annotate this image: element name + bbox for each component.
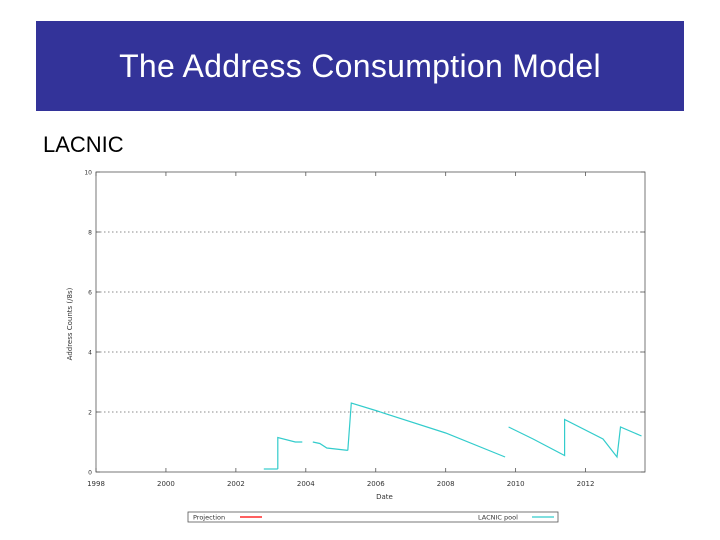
legend-label: Projection: [193, 514, 225, 522]
x-tick-label: 1998: [87, 480, 105, 488]
y-tick-label: 0: [88, 470, 92, 477]
x-tick-label: 2004: [297, 480, 315, 488]
slide-title: The Address Consumption Model: [119, 47, 601, 84]
y-tick-label: 4: [88, 350, 92, 357]
series-line-1: [277, 436, 303, 469]
y-tick-label: 2: [88, 410, 92, 417]
y-tick-label: 6: [88, 290, 92, 297]
x-tick-label: 2006: [367, 480, 385, 488]
y-axis-label: Address Counts (/8s): [66, 287, 74, 360]
x-axis-label: Date: [376, 493, 393, 501]
legend-label: LACNIC pool: [478, 514, 518, 522]
x-tick-label: 2008: [437, 480, 455, 488]
x-tick-label: 2000: [157, 480, 175, 488]
title-bar: The Address Consumption Model: [36, 21, 684, 111]
x-tick-label: 2012: [577, 480, 595, 488]
series-line-1: [508, 418, 642, 459]
y-tick-label: 10: [84, 170, 92, 177]
x-tick-label: 2010: [507, 480, 525, 488]
plot-frame: [95, 171, 646, 473]
slide-subtitle: LACNIC: [43, 132, 124, 157]
series-line-1: [312, 441, 348, 451]
x-tick-label: 2002: [227, 480, 245, 488]
legend-box: [187, 511, 559, 523]
series-line-1: [347, 402, 506, 458]
y-tick-label: 8: [88, 230, 92, 237]
